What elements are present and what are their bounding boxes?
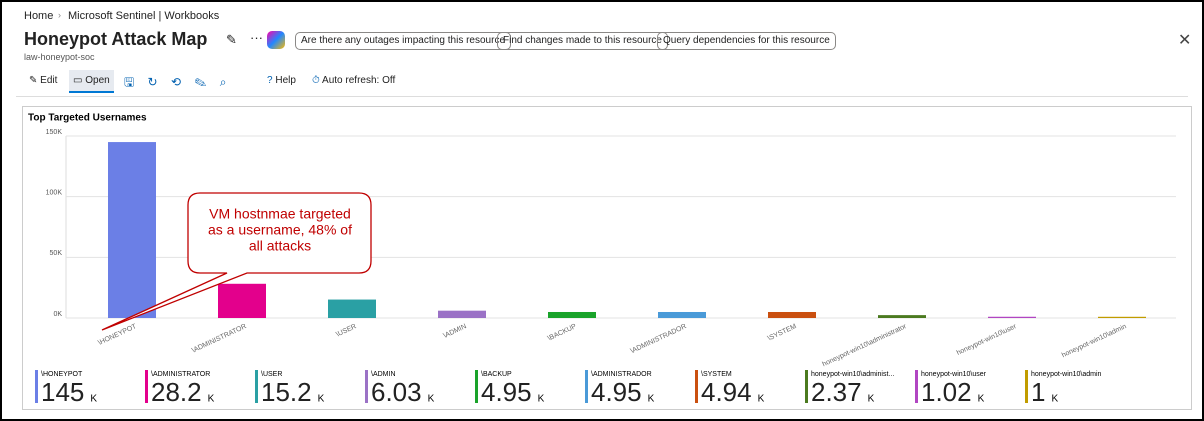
tile-label: honeypot-win10\administ... [811,371,894,378]
y-tick-label: 50K [50,250,63,257]
bar [548,311,596,318]
tile-value: 1 [1031,377,1045,407]
subtitle: law-honeypot-soc [24,52,95,62]
suggestion-button[interactable]: Find changes made to this resource [497,32,668,50]
tile-unit: K [208,394,215,405]
pin-icon[interactable]: ✎ [226,32,237,47]
y-tick-label: 150K [46,129,63,136]
tile-unit: K [428,394,435,405]
tile-unit: K [648,394,655,405]
tile-value: 145 [41,377,84,407]
label: Edit [40,75,58,86]
x-tick-label: \USER [335,323,357,338]
more-icon[interactable]: ··· [250,30,263,45]
icon-buttons[interactable]: 🖫 ↻ ⟲ ✎ ⌕ [124,75,227,89]
annotation: all attacks [249,238,311,254]
tile-label: honeypot-win10\user [921,371,987,378]
edit-button[interactable]: ✎ Edit [29,75,58,86]
label: Auto refresh: Off [322,75,396,86]
tile-label: \HONEYPOT [41,371,83,378]
tile-label: honeypot-win10\admin [1031,371,1102,378]
tile-value: 6.03 [371,377,422,407]
x-tick-label: \ADMINISTRATOR [191,323,248,354]
tile-label: \BACKUP [481,371,512,378]
bar [768,312,816,318]
tile-unit: K [318,394,325,405]
chart-panel [22,106,1192,410]
annotation: VM hostnmae targeted [209,206,351,222]
tile-color [475,370,478,403]
tile-label: \ADMIN [371,371,396,378]
bar [328,299,376,318]
copilot-icon[interactable] [267,31,285,49]
close-button[interactable]: ✕ [1178,32,1192,49]
bar [438,310,486,318]
tile-label: \SYSTEM [701,371,732,378]
tile-color [35,370,38,403]
callout [101,192,372,331]
x-tick-label: \HONEYPOT [97,323,138,347]
tile-color [255,370,258,403]
suggestion-button[interactable]: Are there any outages impacting this res… [295,32,511,50]
tile-color [365,370,368,403]
y-tick-label: 100K [46,190,63,197]
y-tick-label: 0K [53,311,62,318]
bar [988,316,1036,318]
tile-value: 28.2 [151,377,202,407]
tile-unit: K [90,394,97,405]
tile-color [695,370,698,403]
tile-value: 4.95 [481,377,532,407]
tile-unit: K [758,394,765,405]
tile-color [585,370,588,403]
annotation: as a username, 48% of [208,222,352,238]
bar [1098,316,1146,318]
tile-label: \ADMINISTRATOR [151,371,210,378]
tile-color [1025,370,1028,403]
tile-label: \USER [261,371,282,378]
tile-label: \ADMINISTRADOR [591,371,652,378]
x-tick-label: \ADMINISTRADOR [630,323,688,355]
tile-color [805,370,808,403]
tile-value: 4.95 [591,377,642,407]
tile-value: 1.02 [921,377,972,407]
auto-refresh[interactable]: ⏱ Auto refresh: Off [312,75,396,86]
x-tick-label: honeypot-win10\admin [1061,323,1128,359]
x-tick-label: honeypot-win10\user [956,323,1018,357]
tile-unit: K [978,394,985,405]
breadcrumb-link[interactable]: Home [24,10,54,22]
breadcrumb-link[interactable]: Microsoft Sentinel | Workbooks [68,10,220,22]
label: Open [85,75,110,86]
tile-unit: K [538,394,545,405]
tile-value: 4.94 [701,377,752,407]
tile-color [145,370,148,403]
separator: › [58,10,61,20]
page-title: Honeypot Attack Map [24,29,208,49]
x-tick-label: \SYSTEM [767,323,798,342]
tile-value: 2.37 [811,377,862,407]
chart-title: Top Targeted Usernames [28,113,147,124]
bar [108,142,156,318]
tile-unit: K [1051,394,1058,405]
tile-color [915,370,918,403]
x-tick-label: honeypot-win10\administrator [821,323,908,368]
x-tick-label: \ADMIN [442,323,467,340]
tile-unit: K [868,394,875,405]
bar [658,311,706,318]
tile-value: 15.2 [261,377,312,407]
bar [878,315,926,318]
x-tick-label: \BACKUP [547,323,578,342]
open-button[interactable]: ▭ Open [69,70,114,93]
suggestion-button[interactable]: Query dependencies for this resource [657,32,836,50]
label: Help [275,75,296,86]
divider [16,96,1188,97]
bar [218,283,266,318]
help-button[interactable]: ? Help [267,75,296,86]
